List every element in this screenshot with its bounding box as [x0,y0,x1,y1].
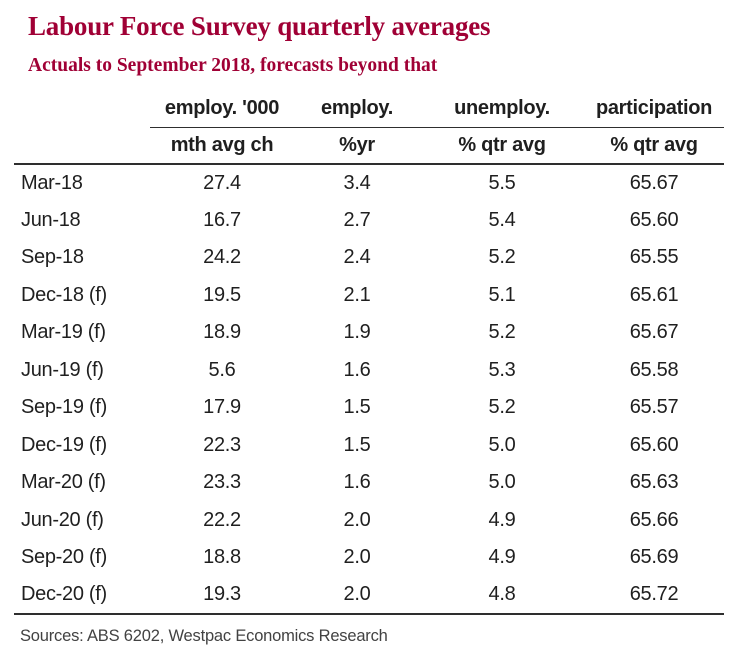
column-header-participation: participation [584,90,724,128]
value-cell: 4.9 [488,508,516,531]
value-cell: 2.4 [343,246,371,269]
value-cell: 3.4 [343,171,371,194]
period-cell: Mar-18 [21,171,83,194]
value-cell: 65.57 [629,396,679,419]
value-cell: 5.6 [208,358,236,381]
period-cell: Jun-18 [21,208,81,231]
period-cell: Jun-19 (f) [21,358,104,381]
value-cell: 5.5 [488,171,516,194]
value-cell: 19.5 [203,283,241,306]
value-cell: 65.60 [629,208,679,231]
value-cell: 5.0 [488,471,516,494]
table-header-group-row: employ. '000 employ. unemploy. participa… [14,90,724,128]
period-cell: Sep-18 [21,246,84,269]
column-subheader-period [14,127,150,165]
page-subtitle: Actuals to September 2018, forecasts bey… [28,55,438,76]
value-cell: 2.0 [343,508,371,531]
value-cell: 5.2 [488,396,516,419]
value-cell: 19.3 [150,576,294,615]
column-header-unemploy: unemploy. [420,90,584,128]
value-cell: 65.60 [629,433,679,456]
table-row: Dec-20 (f) 19.3 2.0 4.8 65.72 [14,576,724,615]
value-cell: 1.6 [343,358,371,381]
table-row: Dec-19 (f) 22.3 1.5 5.0 65.60 [14,427,724,465]
value-cell: 4.9 [488,546,516,569]
period-cell: Jun-20 (f) [21,508,104,531]
table-row: Jun-19 (f) 5.6 1.6 5.3 65.58 [14,352,724,390]
table-row: Sep-18 24.2 2.4 5.2 65.55 [14,239,724,277]
table-row: Jun-20 (f) 22.2 2.0 4.9 65.66 [14,502,724,540]
value-cell: 22.3 [203,433,241,456]
period-cell: Sep-20 (f) [21,546,107,569]
value-cell: 23.3 [203,471,241,494]
value-cell: 1.5 [343,396,371,419]
column-subheader-unemploy: % qtr avg [420,127,584,165]
value-cell: 65.67 [629,171,679,194]
value-cell: 5.3 [488,358,516,381]
value-cell: 65.58 [629,358,679,381]
period-cell: Mar-20 (f) [21,471,106,494]
table-body: Mar-18 27.4 3.4 5.5 65.67 Jun-18 16.7 2.7 5.4 65.… [14,164,724,615]
value-cell: 65.63 [629,471,679,494]
value-cell: 2.1 [343,283,371,306]
table-row: Jun-18 16.7 2.7 5.4 65.60 [14,202,724,240]
page-title: Labour Force Survey quarterly averages [28,11,491,41]
value-cell: 65.72 [584,576,724,615]
labour-force-table: employ. '000 employ. unemploy. participa… [14,90,724,615]
value-cell: 1.9 [343,321,371,344]
value-cell: 65.66 [629,508,679,531]
value-cell: 27.4 [203,171,241,194]
value-cell: 2.7 [343,208,371,231]
value-cell: 2.0 [294,576,420,615]
table-row: Mar-19 (f) 18.9 1.9 5.2 65.67 [14,314,724,352]
column-header-period [14,90,150,127]
table-row: Mar-20 (f) 23.3 1.6 5.0 65.63 [14,464,724,502]
value-cell: 5.2 [488,246,516,269]
value-cell: 22.2 [203,508,241,531]
table-row: Sep-20 (f) 18.8 2.0 4.9 65.69 [14,539,724,577]
column-subheader-participation: % qtr avg [584,127,724,165]
column-subheader-employ: %yr [294,127,420,165]
period-cell: Dec-18 (f) [21,283,107,306]
value-cell: 17.9 [203,396,241,419]
table-row: Mar-18 27.4 3.4 5.5 65.67 [14,164,724,202]
period-cell: Mar-19 (f) [21,321,106,344]
period-cell: Dec-19 (f) [21,433,107,456]
value-cell: 1.5 [343,433,371,456]
value-cell: 2.0 [343,546,371,569]
value-cell: 65.69 [629,546,679,569]
column-header-employ: employ. [294,90,420,128]
value-cell: 65.55 [629,246,679,269]
value-cell: 18.9 [203,321,241,344]
sources-note: Sources: ABS 6202, Westpac Economics Res… [20,627,388,645]
period-cell: Dec-20 (f) [14,576,150,615]
value-cell: 18.8 [203,546,241,569]
value-cell: 65.67 [629,321,679,344]
value-cell: 16.7 [203,208,241,231]
value-cell: 24.2 [203,246,241,269]
value-cell: 4.8 [420,576,584,615]
value-cell: 65.61 [629,283,679,306]
value-cell: 5.4 [488,208,516,231]
value-cell: 5.1 [488,283,516,306]
column-subheader-employ-000: mth avg ch [150,127,294,165]
table-header: employ. '000 employ. unemploy. participa… [14,90,724,165]
value-cell: 5.2 [488,321,516,344]
table-header-sub-row: mth avg ch %yr % qtr avg % qtr avg [14,127,724,165]
column-header-employ-000: employ. '000 [150,90,294,128]
period-cell: Sep-19 (f) [21,396,107,419]
value-cell: 5.0 [488,433,516,456]
table-row: Sep-19 (f) 17.9 1.5 5.2 65.57 [14,389,724,427]
table-row: Dec-18 (f) 19.5 2.1 5.1 65.61 [14,277,724,315]
value-cell: 1.6 [343,471,371,494]
